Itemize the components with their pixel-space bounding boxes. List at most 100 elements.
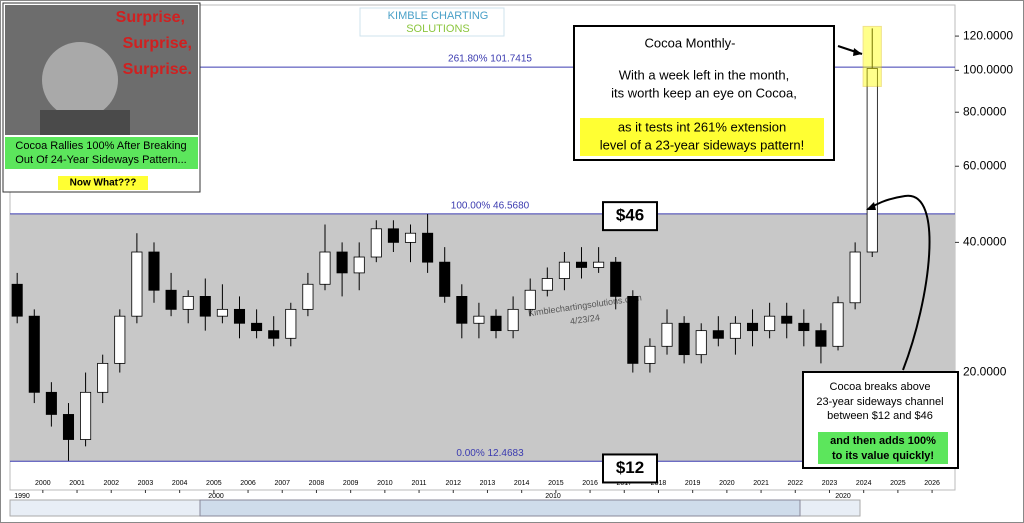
candle-body	[473, 315, 485, 324]
note-line: With a week left in the month,	[619, 67, 790, 82]
breakout-highlight-box	[818, 432, 948, 464]
x-tick-label: 2001	[69, 480, 85, 487]
price-tag: $46	[616, 206, 644, 225]
x-tick-label: 2002	[103, 480, 119, 487]
x-tick-label: 2023	[822, 480, 838, 487]
caption-box	[5, 137, 198, 169]
price-tag: $12	[616, 458, 644, 477]
x-tick-label: 2016	[582, 480, 598, 487]
caption: Out Of 24-Year Sideways Pattern...	[15, 154, 186, 166]
note-line: its worth keep an eye on Cocoa,	[611, 85, 797, 100]
candle-body	[695, 330, 707, 356]
question-box	[58, 176, 148, 190]
x-tick-label: 2000	[35, 480, 51, 487]
candle-body	[798, 322, 810, 332]
x-tick-label: 2014	[514, 480, 530, 487]
navigator-label: 1990	[14, 493, 30, 500]
candle-body	[165, 289, 177, 310]
candle-body	[627, 296, 639, 364]
candle-body	[285, 308, 297, 339]
arrow-head	[853, 48, 862, 56]
x-tick-label: 2015	[548, 480, 564, 487]
logo: SOLUTIONS	[406, 23, 470, 35]
x-tick-label: 2025	[890, 480, 906, 487]
candle-body	[490, 315, 502, 332]
breakout-line: between $12 and $46	[827, 410, 933, 422]
x-tick-label: 2026	[924, 480, 940, 487]
question: Now What???	[70, 178, 137, 189]
x-tick-label: 2018	[651, 480, 667, 487]
x-tick-label: 2010	[377, 480, 393, 487]
y-tick-label: 20.0000	[963, 365, 1007, 379]
y-tick-label: 120.0000	[963, 28, 1013, 42]
candle-body	[558, 261, 570, 279]
level-label: 0.00% 12.4683	[456, 448, 524, 459]
candle-body	[131, 251, 143, 317]
breakout-highlight: and then adds 100%	[830, 435, 936, 447]
candle-body	[849, 251, 861, 304]
x-tick-label: 2005	[206, 480, 222, 487]
note-highlight-box	[580, 118, 824, 156]
breakout-line: Cocoa breaks above	[830, 381, 931, 393]
x-tick-label: 2011	[412, 480, 427, 487]
candle-body	[387, 228, 399, 243]
candle-body	[781, 315, 793, 324]
headline: Surprise.	[123, 61, 192, 78]
candle-body	[336, 251, 348, 274]
x-tick-label: 2007	[274, 480, 290, 487]
candle-body	[216, 308, 228, 317]
level-label: 100.00% 46.5680	[451, 200, 530, 211]
candle-body	[866, 68, 878, 253]
candle-body	[11, 283, 23, 317]
candle-body	[678, 322, 690, 356]
candle-body	[45, 391, 57, 415]
candle-body	[524, 289, 536, 310]
candle-body	[832, 302, 844, 347]
candle-body	[746, 322, 759, 332]
note-highlight: as it tests int 261% extension	[618, 119, 786, 134]
x-tick-label: 2009	[343, 480, 359, 487]
candle-body	[80, 391, 92, 440]
x-tick-label: 2006	[240, 480, 256, 487]
photo-face	[42, 42, 118, 118]
candle-body	[404, 232, 417, 243]
candle-body	[28, 315, 40, 393]
navigator-label: 2020	[835, 493, 851, 500]
candle-body	[764, 315, 776, 332]
candle-body	[97, 362, 109, 393]
breakout-line: 23-year sideways channel	[816, 396, 943, 408]
candle-body	[319, 251, 331, 285]
candle-body	[456, 296, 468, 324]
candle-body	[114, 315, 126, 364]
candle-body	[815, 330, 827, 347]
headline: Surprise,	[123, 35, 192, 52]
channel	[10, 213, 955, 462]
logo: KIMBLE CHARTING	[388, 10, 489, 22]
y-tick-label: 60.0000	[963, 158, 1007, 172]
x-tick-label: 2020	[719, 480, 735, 487]
candle-body	[353, 256, 365, 274]
navigator-label: 2000	[208, 493, 224, 500]
candle-body	[62, 414, 75, 440]
photo-body	[40, 110, 130, 135]
x-tick-label: 2012	[445, 480, 461, 487]
candle-body	[661, 322, 673, 347]
candle-body	[729, 322, 741, 339]
x-tick-label: 2024	[856, 480, 872, 487]
x-tick-label: 2019	[685, 480, 701, 487]
candle-body	[644, 345, 656, 364]
candle-body	[182, 296, 194, 310]
candle-body	[541, 278, 553, 291]
arrow-head	[866, 202, 876, 210]
navigator-label: 2010	[545, 493, 561, 500]
candle-body	[148, 251, 160, 291]
x-tick-label: 2003	[138, 480, 154, 487]
candle-body	[712, 330, 724, 339]
x-tick-label: 2004	[172, 480, 188, 487]
navigator-window	[199, 499, 801, 517]
caption: Cocoa Rallies 100% After Breaking	[15, 140, 186, 152]
price-tag-box	[602, 201, 658, 232]
candle-body	[593, 261, 605, 268]
y-tick-label: 40.0000	[963, 235, 1007, 249]
price-tag-box	[602, 453, 658, 484]
